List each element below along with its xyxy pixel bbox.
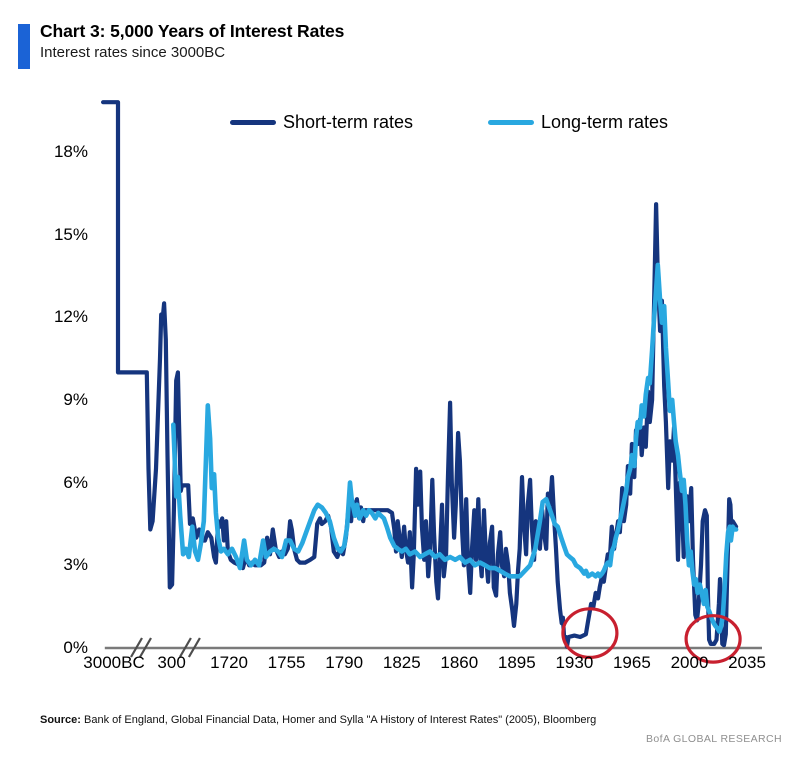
x-axis-label: 1825 <box>382 653 421 672</box>
source-text: Bank of England, Global Financial Data, … <box>80 714 597 726</box>
y-axis-label: 12% <box>53 307 88 327</box>
x-axis-label: 3000BC <box>83 653 145 672</box>
x-axis-label: 1790 <box>325 653 364 672</box>
x-axis-label: 1930 <box>555 653 594 672</box>
x-axis-label: 2000 <box>670 653 709 672</box>
y-axis-label: 6% <box>63 472 88 492</box>
page-subtitle: Interest rates since 3000BC <box>40 44 226 61</box>
legend-item-short-term: Short-term rates <box>230 112 413 133</box>
brand-text: BofA GLOBAL RESEARCH <box>646 733 782 745</box>
x-axis-label: 1965 <box>612 653 651 672</box>
low-rate-annotation-circle <box>561 607 619 659</box>
y-axis-label: 15% <box>53 224 88 244</box>
title-accent-bar <box>18 24 30 69</box>
axis-break-icon <box>130 637 143 658</box>
short-term-line-swatch-icon <box>230 120 276 125</box>
page-title: Chart 3: 5,000 Years of Interest Rates <box>40 21 345 41</box>
legend-label-long-term: Long-term rates <box>541 112 669 132</box>
x-axis-label: 2035 <box>728 653 766 672</box>
x-axis-label: 1895 <box>497 653 536 672</box>
source-note: Source: Bank of England, Global Financia… <box>40 714 596 726</box>
axis-break-icon <box>139 637 152 658</box>
x-axis-label: 300 <box>157 653 186 672</box>
y-axis-label: 0% <box>63 638 88 657</box>
long-term-line-swatch-icon <box>488 120 534 125</box>
x-axis-label: 1755 <box>267 653 306 672</box>
axis-break-icon <box>178 637 192 658</box>
source-label: Source: <box>40 714 81 726</box>
y-axis-label: 3% <box>63 555 88 575</box>
legend-item-long-term: Long-term rates <box>488 112 668 133</box>
long-term-series-line <box>171 262 739 634</box>
low-rate-annotation-circle <box>684 614 742 664</box>
legend-label-short-term: Short-term rates <box>283 112 414 132</box>
y-axis-label: 9% <box>63 389 88 409</box>
y-axis-label: 18% <box>53 141 88 161</box>
x-axis-label: 1860 <box>440 653 479 672</box>
short-term-series-line <box>100 100 739 649</box>
x-axis-label: 1720 <box>210 653 248 672</box>
axis-break-icon <box>187 637 201 658</box>
